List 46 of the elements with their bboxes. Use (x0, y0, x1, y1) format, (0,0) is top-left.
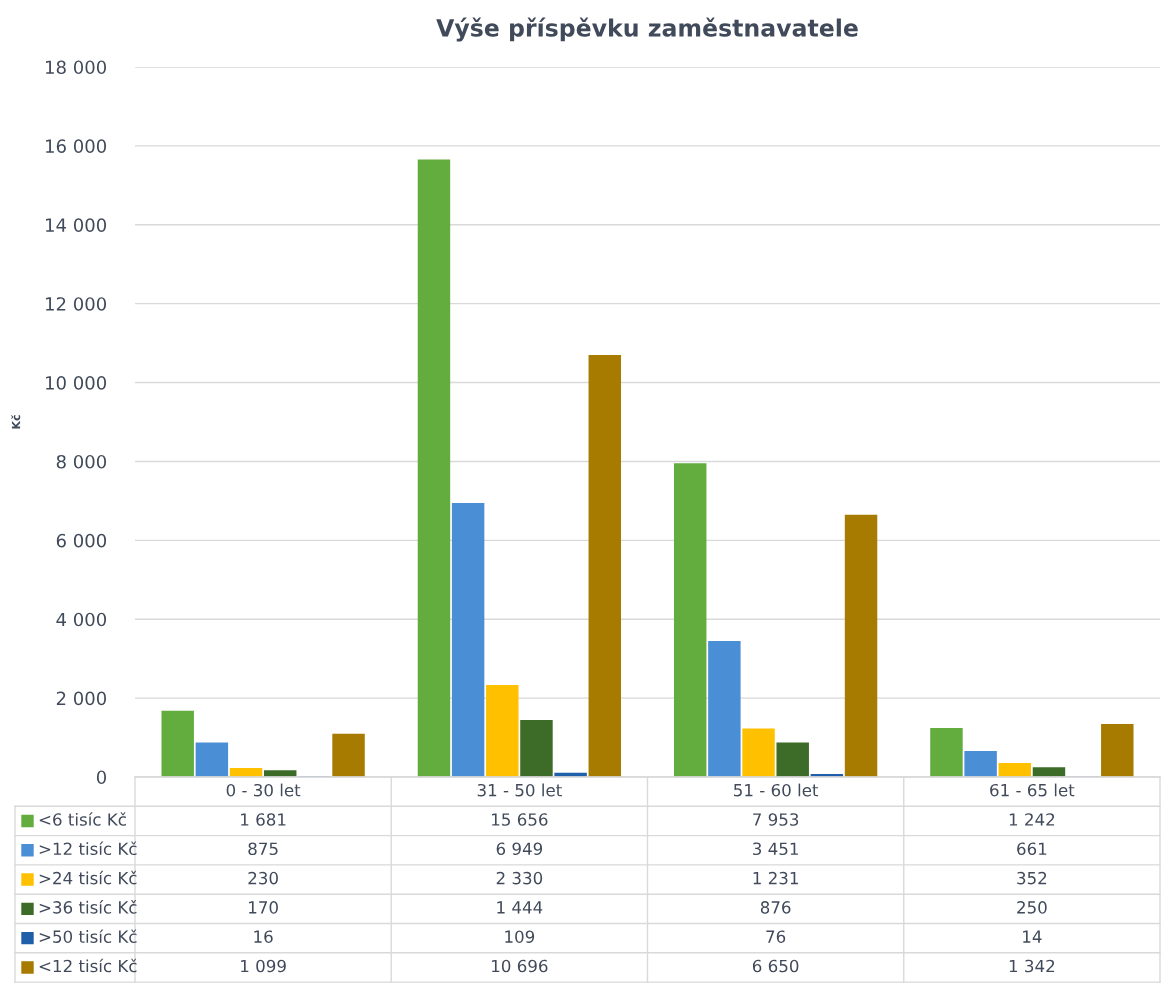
data-label: 1 231 (753, 871, 798, 885)
data-label: 16 (254, 930, 273, 943)
y-tick-label: 2 000 (56, 691, 107, 706)
data-label: 1 444 (497, 901, 543, 914)
data-label: 7 953 (753, 813, 799, 826)
y-tick-label: 12 000 (46, 297, 107, 311)
data-label: 3 451 (753, 842, 798, 856)
data-label: 250 (1017, 901, 1047, 914)
y-tick-label: 6 000 (56, 533, 107, 548)
data-label: 875 (248, 842, 278, 856)
legend-label: >12 tisíc Kč (39, 841, 137, 856)
legend-label: >24 tisíc Kč (39, 870, 137, 885)
y-tick-label: 0 (96, 770, 107, 785)
y-tick-label: 16 000 (46, 139, 107, 154)
data-label: 352 (1017, 871, 1047, 885)
legend-label: <12 tisíc Kč (39, 958, 137, 973)
y-tick-label: 14 000 (46, 218, 107, 232)
x-tick-label: 51 - 60 let (734, 783, 819, 797)
x-tick-label: 61 - 65 let (990, 783, 1075, 797)
chart-title: Výše příspěvku zaměstnavatele (436, 17, 858, 42)
y-tick-label: 8 000 (56, 454, 107, 469)
data-label: 1 342 (1009, 959, 1055, 973)
data-label: 15 656 (492, 813, 548, 826)
data-label: 10 696 (492, 959, 548, 973)
legend-label: >50 tisíc Kč (39, 929, 137, 943)
y-tick-label: 18 000 (46, 60, 107, 75)
data-label: 170 (249, 901, 278, 914)
legend-label: <6 tisíc Kč (39, 812, 126, 826)
data-label: 2 330 (496, 871, 543, 885)
data-label: 1 099 (241, 959, 286, 973)
data-label: 876 (760, 901, 791, 914)
y-tick-label: 10 000 (46, 376, 107, 390)
data-label: 109 (505, 930, 535, 943)
legend-label: >36 tisíc Kč (39, 900, 137, 914)
data-label: 14 (1023, 930, 1042, 943)
x-tick-label: 31 - 50 let (477, 783, 562, 797)
y-tick-label: 4 000 (56, 612, 107, 627)
y-axis-title: Kč (11, 415, 21, 429)
x-tick-label: 0 - 30 let (226, 783, 301, 797)
data-label: 230 (248, 871, 278, 885)
data-label: 6 650 (752, 959, 799, 973)
data-label: 1 681 (241, 813, 286, 826)
data-label: 6 949 (496, 842, 543, 856)
data-label: 1 242 (1009, 813, 1055, 826)
data-label: 76 (766, 930, 786, 943)
data-label: 661 (1017, 842, 1047, 856)
